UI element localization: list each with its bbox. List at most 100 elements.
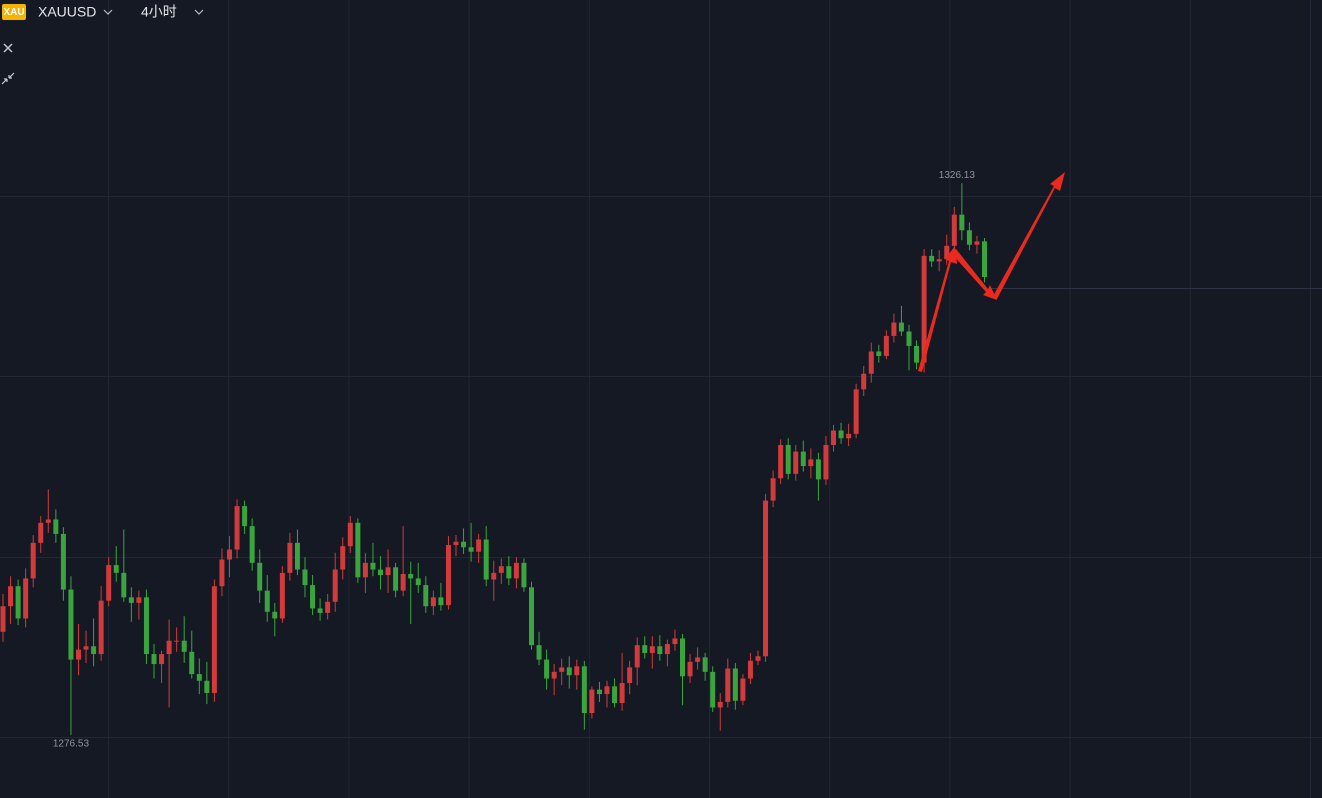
candle-body [121, 572, 127, 598]
candle-body [445, 545, 451, 606]
candle-body [521, 562, 527, 588]
candle-body [8, 586, 14, 607]
candle-body [98, 600, 104, 655]
candle-body [604, 686, 610, 695]
candle-body [15, 586, 21, 619]
candle-body [128, 597, 134, 603]
candle-body [498, 566, 504, 573]
timeframe-selector[interactable]: 4小时 [141, 4, 177, 20]
candle-body [974, 241, 980, 245]
candle-body [491, 572, 497, 580]
arrow-up [918, 246, 957, 372]
candle-body [287, 542, 293, 573]
candle-body [219, 559, 225, 587]
candle-body [378, 569, 383, 576]
candle-body [815, 459, 821, 480]
candle-body [559, 667, 565, 672]
candle-body [211, 586, 217, 693]
candle-body [612, 686, 618, 704]
candle-body [566, 667, 572, 676]
candle-body [317, 608, 323, 613]
collapse-icon[interactable] [1, 72, 15, 85]
candle-body [891, 322, 897, 336]
candle-body [861, 373, 867, 390]
candle-body [778, 444, 784, 479]
candle-body [513, 562, 519, 579]
candle-body [249, 526, 255, 563]
candle-body [710, 671, 716, 708]
candle-body [589, 689, 595, 714]
candle-body [944, 245, 950, 260]
candle-body [340, 546, 346, 570]
candle-body [53, 519, 59, 534]
candle-body [506, 566, 512, 579]
candle-body [227, 549, 232, 560]
candle-body [310, 585, 316, 609]
candle-body [664, 644, 670, 655]
candle-body [385, 567, 391, 576]
candle-body [680, 638, 685, 677]
candle-body [747, 660, 753, 679]
candle-body [793, 451, 799, 474]
candle-body [868, 351, 874, 374]
candle-body [883, 335, 889, 356]
candle-body [393, 567, 399, 591]
candle-body [423, 585, 429, 607]
candle-body [581, 666, 587, 714]
candle-body [332, 569, 338, 602]
chevron-icon[interactable] [194, 9, 204, 15]
candle-body [0, 606, 6, 632]
candle-body [181, 640, 187, 652]
candle-body [483, 539, 489, 580]
candle-body [966, 230, 972, 245]
candle-body [302, 569, 308, 586]
candle-body [702, 657, 708, 672]
candle-body [113, 565, 119, 573]
chevron-icon[interactable] [103, 9, 113, 15]
candle-body [642, 645, 648, 653]
candle-body [83, 646, 89, 650]
candle-body [60, 533, 66, 590]
candle-body [438, 597, 444, 606]
candle-body [951, 214, 957, 246]
candle-body [717, 701, 723, 708]
candle-body [370, 562, 376, 570]
candle-body [823, 444, 829, 480]
candle-body [143, 597, 149, 655]
close-icon[interactable] [3, 43, 13, 53]
candle-body [415, 578, 421, 586]
candle-body [408, 573, 414, 579]
candle-body [257, 562, 263, 591]
candle-body [619, 682, 625, 704]
symbol-badge [2, 4, 26, 20]
symbol-selector[interactable]: XAUUSD [38, 4, 96, 20]
candle-body [763, 500, 769, 657]
candle-body [347, 522, 353, 547]
candle-body [755, 656, 761, 661]
high-price-label: 1326.13 [939, 170, 976, 181]
candle-body [279, 572, 285, 619]
candle-body [800, 451, 806, 467]
candle-body [106, 565, 112, 601]
candle-body [936, 259, 942, 262]
candle-body [189, 651, 195, 675]
candle-body [831, 430, 836, 445]
candle-body [846, 433, 852, 439]
arrow-down [952, 249, 997, 300]
candle-body [785, 444, 791, 474]
candle-body [529, 587, 534, 646]
candle-body [430, 597, 436, 607]
candle-body [921, 255, 927, 363]
candle-body [468, 547, 474, 552]
candle-body [476, 539, 482, 552]
candle-body [732, 668, 738, 701]
candle-body [740, 678, 746, 701]
candle-body [453, 541, 459, 546]
candle-body [770, 478, 776, 501]
candles [0, 183, 987, 735]
candle-body [838, 430, 844, 439]
candle-body [672, 638, 678, 645]
